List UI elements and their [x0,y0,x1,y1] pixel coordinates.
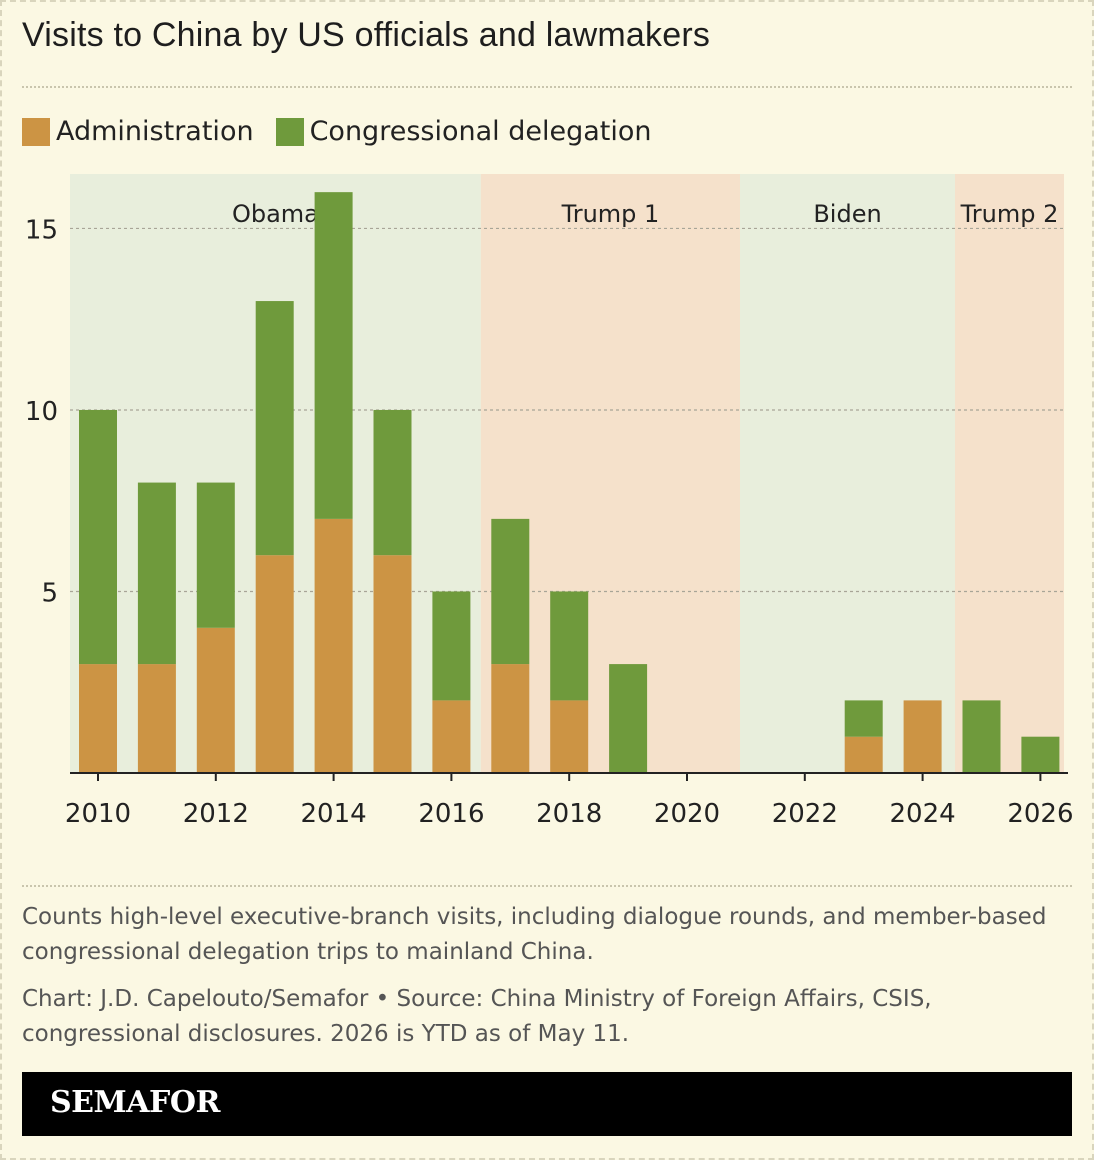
bar-congressional-delegation-2025 [962,700,1001,773]
legend: Administration Congressional delegation [22,116,673,147]
bar-congressional-delegation-2023 [844,700,883,737]
x-tick-label-2024: 2024 [890,799,956,829]
x-tick-label-2016: 2016 [418,799,484,829]
bar-administration-2013 [255,555,294,773]
x-tick-label-2018: 2018 [536,799,602,829]
x-tick-label-2020: 2020 [654,799,720,829]
bar-congressional-delegation-2011 [137,482,176,665]
bar-administration-2017 [491,664,530,773]
bar-administration-2016 [432,700,471,773]
notes-divider [22,885,1072,887]
y-tick-label-5: 5 [41,578,58,608]
period-label-trump-2: Trump 2 [960,200,1059,228]
bar-administration-2014 [314,518,353,773]
period-label-obama: Obama [232,200,319,228]
bar-administration-2015 [373,555,412,773]
bar-congressional-delegation-2014 [314,192,353,519]
period-label-biden: Biden [813,200,881,228]
bar-congressional-delegation-2017 [491,518,530,665]
bar-administration-2024 [903,700,942,773]
legend-label-congressional: Congressional delegation [309,116,652,147]
x-tick-label-2012: 2012 [183,799,249,829]
semafor-logo: SEMAFOR [50,1085,220,1120]
x-tick-label-2026: 2026 [1007,799,1073,829]
bar-administration-2023 [844,736,883,773]
x-tick-label-2010: 2010 [65,799,131,829]
bar-congressional-delegation-2026 [1021,736,1060,773]
bar-administration-2012 [196,627,235,773]
period-label-trump-1: Trump 1 [561,200,660,228]
y-tick-label-15: 15 [25,215,58,245]
legend-item-administration: Administration [22,116,254,147]
legend-swatch-administration [22,117,50,146]
chart-title: Visits to China by US officials and lawm… [22,16,711,54]
bar-congressional-delegation-2018 [550,591,589,701]
y-tick-label-10: 10 [25,397,58,427]
bar-congressional-delegation-2012 [196,482,235,628]
bar-congressional-delegation-2010 [79,409,117,665]
bar-administration-2010 [79,664,117,773]
bar-congressional-delegation-2013 [255,301,294,556]
x-tick-label-2022: 2022 [772,799,838,829]
period-band-trump-2 [954,174,1064,773]
legend-swatch-congressional [275,117,304,146]
chart-note: Counts high-level executive-branch visit… [22,904,1047,965]
bar-administration-2011 [137,664,176,773]
x-tick-label-2014: 2014 [301,799,367,829]
bar-congressional-delegation-2016 [432,591,471,701]
brand-footer: SEMAFOR [22,1072,1072,1136]
chart-credit: Chart: J.D. Capelouto/Semafor • Source: … [22,986,932,1047]
bar-congressional-delegation-2015 [373,409,412,556]
period-band-biden [740,174,955,773]
legend-label-administration: Administration [56,116,254,147]
title-divider [22,86,1072,88]
bar-administration-2018 [550,700,589,773]
bar-congressional-delegation-2019 [609,664,648,773]
legend-item-congressional: Congressional delegation [275,116,652,147]
chart-plot: Obama Trump 1 Biden Trump 2 5 10 15 2010 2012 201… [25,174,1073,829]
